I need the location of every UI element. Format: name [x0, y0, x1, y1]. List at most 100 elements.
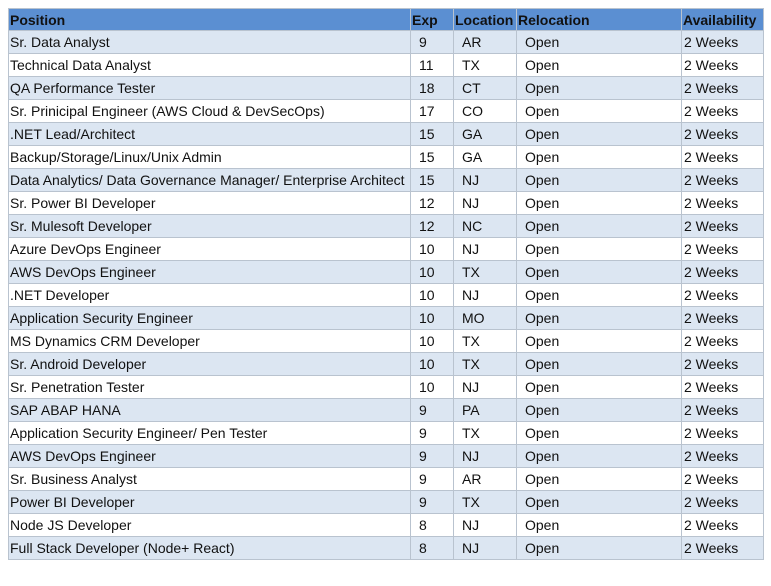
positions-table: Position Exp Location Relocation Availabilit…	[8, 8, 764, 560]
table-cell: 10	[410, 283, 454, 307]
table-cell: 12	[410, 191, 454, 215]
table-cell: Open	[516, 375, 682, 399]
table-cell: Open	[516, 490, 682, 514]
table-cell: 12	[410, 214, 454, 238]
table-cell: 2 Weeks	[681, 76, 764, 100]
table-row: QA Performance Tester 18 CT Open 2 Weeks	[8, 76, 764, 100]
table-cell: Open	[516, 283, 682, 307]
table-cell: Full Stack Developer (Node+ React)	[8, 536, 411, 560]
table-row: Sr. Business Analyst 9 AR Open 2 Weeks	[8, 467, 764, 491]
table-cell: 17	[410, 99, 454, 123]
table-cell: 2 Weeks	[681, 237, 764, 261]
table-cell: 2 Weeks	[681, 122, 764, 146]
table-header: Position Exp Location Relocation Availabilit…	[8, 8, 764, 31]
table-cell: 15	[410, 168, 454, 192]
table-cell: 2 Weeks	[681, 513, 764, 537]
table-row: MS Dynamics CRM Developer 10 TX Open 2 Weeks	[8, 329, 764, 353]
table-cell: 2 Weeks	[681, 467, 764, 491]
table-row: Technical Data Analyst 11 TX Open 2 Weeks	[8, 53, 764, 77]
table-cell: 10	[410, 237, 454, 261]
table-cell: 9	[410, 398, 454, 422]
table-cell: GA	[453, 122, 517, 146]
table-cell: NJ	[453, 444, 517, 468]
table-cell: Sr. Android Developer	[8, 352, 411, 376]
table-cell: Open	[516, 53, 682, 77]
table-cell: Open	[516, 214, 682, 238]
table-cell: 10	[410, 352, 454, 376]
table-cell: Open	[516, 145, 682, 169]
table-cell: 2 Weeks	[681, 168, 764, 192]
table-cell: 2 Weeks	[681, 444, 764, 468]
table-row: Azure DevOps Engineer 10 NJ Open 2 Weeks	[8, 237, 764, 261]
table-cell: GA	[453, 145, 517, 169]
table-cell: 2 Weeks	[681, 99, 764, 123]
header-row: Position Exp Location Relocation Availabilit…	[8, 8, 764, 31]
table-cell: 2 Weeks	[681, 375, 764, 399]
table-cell: Open	[516, 122, 682, 146]
table-row: Backup/Storage/Linux/Unix Admin 15 GA Open 2…	[8, 145, 764, 169]
table-cell: NJ	[453, 237, 517, 261]
table-cell: Open	[516, 30, 682, 54]
table-cell: Open	[516, 513, 682, 537]
table-cell: Sr. Data Analyst	[8, 30, 411, 54]
table-cell: 11	[410, 53, 454, 77]
table-row: SAP ABAP HANA 9 PA Open 2 Weeks	[8, 398, 764, 422]
table-cell: Node JS Developer	[8, 513, 411, 537]
table-cell: Sr. Business Analyst	[8, 467, 411, 491]
table-cell: .NET Developer	[8, 283, 411, 307]
table-cell: Sr. Mulesoft Developer	[8, 214, 411, 238]
table-cell: Open	[516, 352, 682, 376]
table-cell: Open	[516, 237, 682, 261]
table-cell: Open	[516, 536, 682, 560]
table-cell: CO	[453, 99, 517, 123]
table-cell: Open	[516, 191, 682, 215]
table-cell: Open	[516, 76, 682, 100]
table-cell: Open	[516, 260, 682, 284]
table-cell: TX	[453, 421, 517, 445]
table-cell: 2 Weeks	[681, 53, 764, 77]
table-cell: Application Security Engineer	[8, 306, 411, 330]
table-cell: Azure DevOps Engineer	[8, 237, 411, 261]
table-row: Sr. Power BI Developer 12 NJ Open 2 Weeks	[8, 191, 764, 215]
header-cell: Relocation	[516, 8, 682, 31]
table-cell: 2 Weeks	[681, 536, 764, 560]
table-cell: MS Dynamics CRM Developer	[8, 329, 411, 353]
header-cell: Exp	[410, 8, 454, 31]
table-cell: Open	[516, 168, 682, 192]
table-row: .NET Lead/Architect 15 GA Open 2 Weeks	[8, 122, 764, 146]
table-row: Sr. Data Analyst 9 AR Open 2 Weeks	[8, 30, 764, 54]
table-cell: 8	[410, 536, 454, 560]
table-cell: NJ	[453, 283, 517, 307]
table-cell: 2 Weeks	[681, 260, 764, 284]
table-cell: NJ	[453, 513, 517, 537]
table-cell: Sr. Power BI Developer	[8, 191, 411, 215]
table-cell: NC	[453, 214, 517, 238]
table-cell: Data Analytics/ Data Governance Manager/…	[8, 168, 411, 192]
table-cell: 9	[410, 490, 454, 514]
table-cell: 2 Weeks	[681, 145, 764, 169]
table-cell: NJ	[453, 375, 517, 399]
table-cell: 2 Weeks	[681, 214, 764, 238]
table-row: Data Analytics/ Data Governance Manager/…	[8, 168, 764, 192]
table-row: Application Security Engineer 10 MO Open 2 W…	[8, 306, 764, 330]
table-cell: 10	[410, 260, 454, 284]
table-cell: Open	[516, 329, 682, 353]
table-cell: 10	[410, 306, 454, 330]
table-cell: TX	[453, 490, 517, 514]
table-cell: QA Performance Tester	[8, 76, 411, 100]
table-cell: MO	[453, 306, 517, 330]
table-cell: Backup/Storage/Linux/Unix Admin	[8, 145, 411, 169]
table-cell: Open	[516, 398, 682, 422]
table-cell: TX	[453, 53, 517, 77]
table-row: .NET Developer 10 NJ Open 2 Weeks	[8, 283, 764, 307]
table-cell: TX	[453, 329, 517, 353]
table-cell: 2 Weeks	[681, 421, 764, 445]
table-cell: 18	[410, 76, 454, 100]
table-cell: 15	[410, 145, 454, 169]
table-cell: TX	[453, 260, 517, 284]
table-cell: AWS DevOps Engineer	[8, 444, 411, 468]
table-row: Sr. Prinicipal Engineer (AWS Cloud & Dev…	[8, 99, 764, 123]
table-row: Application Security Engineer/ Pen Teste…	[8, 421, 764, 445]
table-cell: Sr. Prinicipal Engineer (AWS Cloud & Dev…	[8, 99, 411, 123]
header-cell: Position	[8, 8, 411, 31]
